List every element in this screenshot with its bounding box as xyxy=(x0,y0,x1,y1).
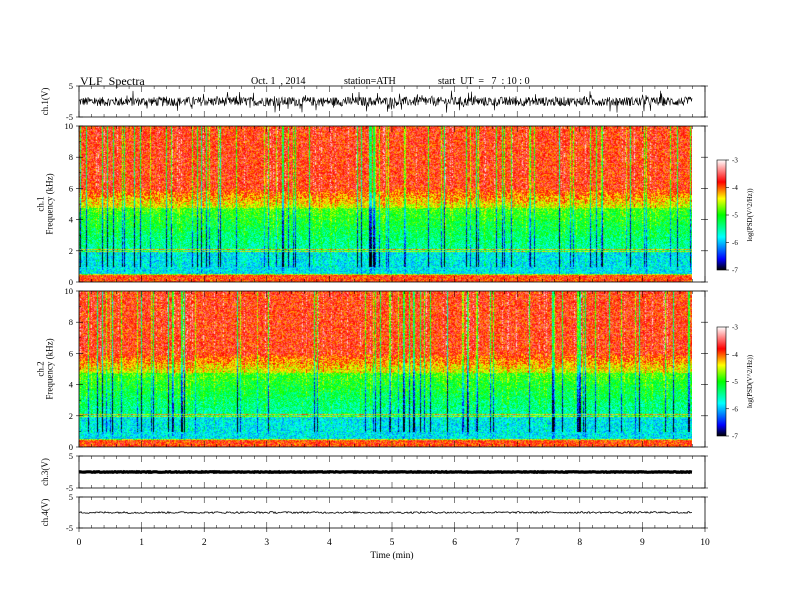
x-tick-label: 4 xyxy=(327,538,332,548)
colorbar-tick-label: -3 xyxy=(732,324,738,332)
start-time-label: start UT = 7 : 10 : 0 xyxy=(438,76,530,87)
colorbar-tick-label: -7 xyxy=(732,267,738,275)
y-tick-label: 6 xyxy=(69,183,73,193)
colorbar-ch1 xyxy=(716,159,727,271)
colorbar-label: log(PSD(V^2/Hz)) xyxy=(746,354,754,408)
x-tick-label: 6 xyxy=(452,538,457,548)
y-tick-label: 2 xyxy=(69,246,73,256)
y-tick-label: -5 xyxy=(66,483,73,493)
y-axis-label: ch.4(V) xyxy=(40,499,50,527)
y-tick-label: 0 xyxy=(69,442,73,452)
waveform-line-ch1 xyxy=(78,90,693,113)
x-tick-label: 0 xyxy=(77,538,82,548)
x-tick-label: 3 xyxy=(264,538,269,548)
y-tick-label: -5 xyxy=(66,523,73,533)
y-tick-label: 5 xyxy=(69,492,73,502)
y-tick-label: 5 xyxy=(69,451,73,461)
colorbar-label: log(PSD(V^2/Hz)) xyxy=(746,188,754,242)
y-axis-label: ch.1 xyxy=(36,196,46,211)
station-label: station=ATH xyxy=(344,76,396,87)
y-axis-label: Frequency (kHz) xyxy=(45,338,55,399)
spectrogram-image-ch1 xyxy=(79,126,692,282)
x-tick-label: 2 xyxy=(202,538,207,548)
colorbar-tick-label: -6 xyxy=(732,405,738,413)
y-tick-label: 8 xyxy=(69,152,73,162)
y-tick-label: 8 xyxy=(69,317,73,327)
spectrogram-image-ch2 xyxy=(79,291,692,447)
colorbar-tick-label: -5 xyxy=(732,212,738,220)
waveform-line-ch4 xyxy=(78,510,693,515)
x-axis-label: Time (min) xyxy=(370,550,413,561)
colorbar-tick-label: -7 xyxy=(732,433,738,441)
y-tick-label: 6 xyxy=(69,348,73,358)
y-tick-label: 4 xyxy=(69,380,74,390)
colorbar-tick-label: -4 xyxy=(732,351,738,359)
y-axis-label: ch.1(V) xyxy=(40,88,50,116)
y-axis-label: ch.3(V) xyxy=(40,458,50,486)
x-tick-label: 1 xyxy=(139,538,144,548)
date-label: Oct. 1 , 2014 xyxy=(251,76,306,87)
y-tick-label: -5 xyxy=(66,112,73,122)
waveform-line-ch3 xyxy=(78,469,693,475)
x-tick-label: 7 xyxy=(515,538,520,548)
chart-title: VLF Spectra xyxy=(80,74,145,88)
x-tick-label: 5 xyxy=(390,538,395,548)
colorbar-tick-label: -3 xyxy=(732,157,738,165)
x-tick-label: 9 xyxy=(640,538,645,548)
x-tick-label: 8 xyxy=(577,538,582,548)
y-axis-label: ch.2 xyxy=(36,361,46,376)
y-axis-label: Frequency (kHz) xyxy=(45,173,55,234)
y-tick-label: 10 xyxy=(65,121,74,131)
y-tick-label: 4 xyxy=(69,215,74,225)
y-tick-label: 5 xyxy=(69,81,73,91)
y-tick-label: 0 xyxy=(69,277,73,287)
colorbar-tick-label: -6 xyxy=(732,239,738,247)
colorbar-tick-label: -4 xyxy=(732,184,738,192)
y-tick-label: 10 xyxy=(65,286,74,296)
y-tick-label: 2 xyxy=(69,411,73,421)
colorbar-tick-label: -5 xyxy=(732,378,738,386)
colorbar-ch2 xyxy=(716,326,727,437)
x-tick-label: 10 xyxy=(700,538,710,548)
